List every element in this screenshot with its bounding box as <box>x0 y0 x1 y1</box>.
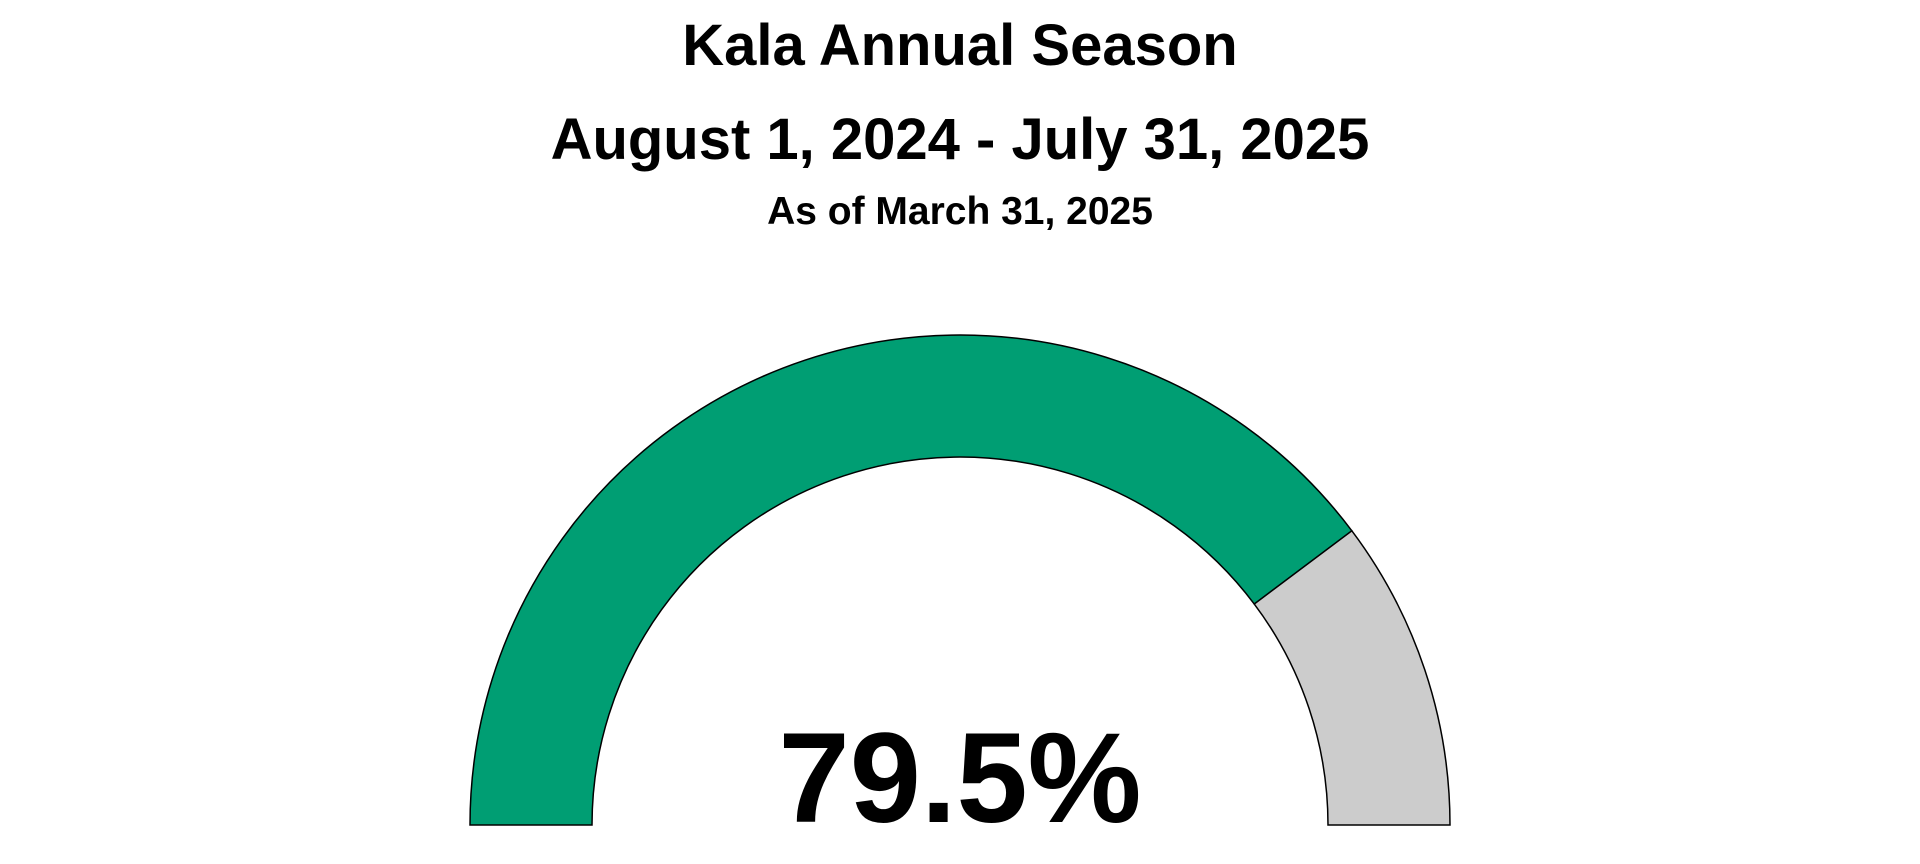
gauge-value-label: 79.5% <box>779 707 1142 850</box>
as-of-date: As of March 31, 2025 <box>767 190 1153 233</box>
chart-subtitle: August 1, 2024 - July 31, 2025 <box>550 107 1370 172</box>
gauge-filled-arc <box>469 334 1353 826</box>
gauge-remaining-arc <box>1253 529 1451 826</box>
chart-title: Kala Annual Season <box>682 13 1238 78</box>
